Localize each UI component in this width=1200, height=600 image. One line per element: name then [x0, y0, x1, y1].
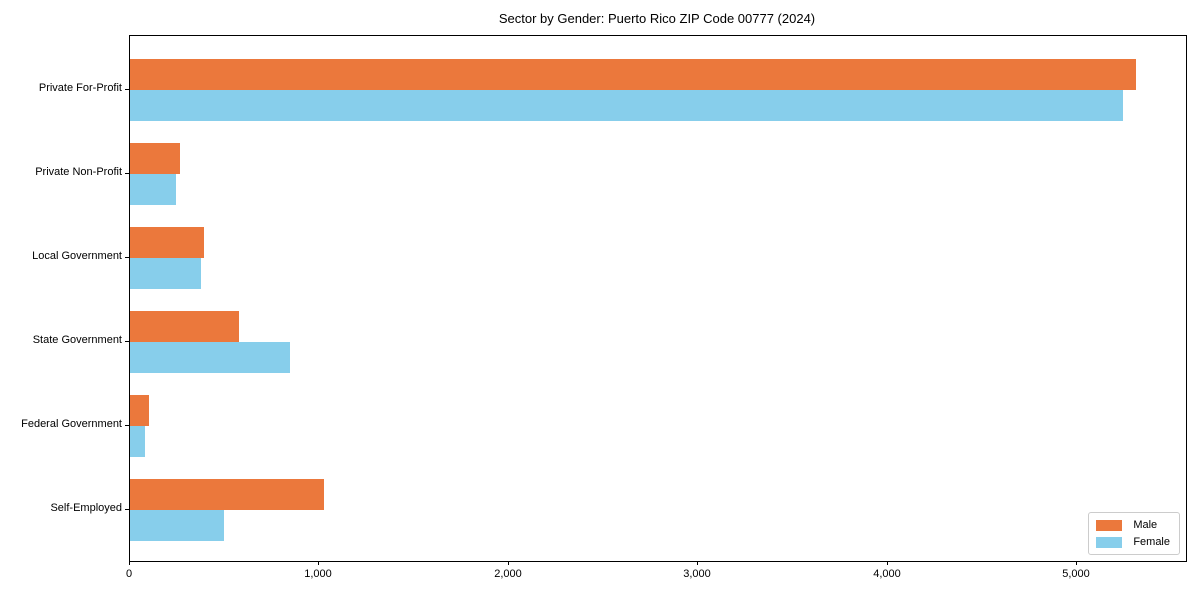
legend: Male Female	[1088, 512, 1180, 555]
legend-swatch-male	[1096, 519, 1123, 531]
legend-label: Male	[1133, 519, 1158, 531]
y-axis-label: Private Non-Profit	[35, 166, 122, 178]
y-axis-label: Self-Employed	[50, 502, 122, 514]
x-tick-mark	[887, 561, 888, 565]
bar-male-4	[130, 395, 149, 426]
plot-area: Male Female	[129, 35, 1187, 562]
bar-female-4	[130, 426, 145, 457]
x-axis-tick-label: 2,000	[494, 568, 522, 580]
x-axis-tick-label: 0	[125, 568, 133, 580]
legend-label: Female	[1133, 536, 1170, 548]
y-axis-label: Local Government	[32, 250, 122, 262]
bar-male-2	[130, 227, 204, 258]
bar-female-0	[130, 90, 1123, 121]
y-tick-mark	[125, 89, 129, 90]
bar-female-1	[130, 174, 176, 205]
y-tick-mark	[125, 509, 129, 510]
x-axis-tick-label: 1,000	[304, 568, 332, 580]
x-axis-tick-label: 3,000	[683, 568, 711, 580]
legend-entry-female: Female	[1096, 536, 1170, 548]
x-tick-mark	[1076, 561, 1077, 565]
x-tick-mark	[129, 561, 130, 565]
y-tick-mark	[125, 173, 129, 174]
x-axis-tick-label: 5,000	[1062, 568, 1090, 580]
x-tick-mark	[697, 561, 698, 565]
legend-entry-male: Male	[1096, 519, 1170, 531]
y-axis-label: Private For-Profit	[38, 82, 122, 94]
bar-male-5	[130, 479, 324, 510]
y-tick-mark	[125, 341, 129, 342]
chart-title: Sector by Gender: Puerto Rico ZIP Code 0…	[498, 11, 816, 26]
bar-female-3	[130, 342, 290, 373]
bar-male-0	[130, 59, 1136, 90]
y-axis-label: Federal Government	[21, 418, 122, 430]
y-tick-mark	[125, 425, 129, 426]
x-axis-tick-label: 4,000	[873, 568, 901, 580]
y-axis-label: State Government	[32, 334, 122, 346]
bar-female-5	[130, 510, 224, 541]
bar-female-2	[130, 258, 201, 289]
x-tick-mark	[318, 561, 319, 565]
y-tick-mark	[125, 257, 129, 258]
bar-male-3	[130, 311, 239, 342]
legend-swatch-female	[1096, 536, 1123, 548]
x-tick-mark	[508, 561, 509, 565]
bar-male-1	[130, 143, 180, 174]
